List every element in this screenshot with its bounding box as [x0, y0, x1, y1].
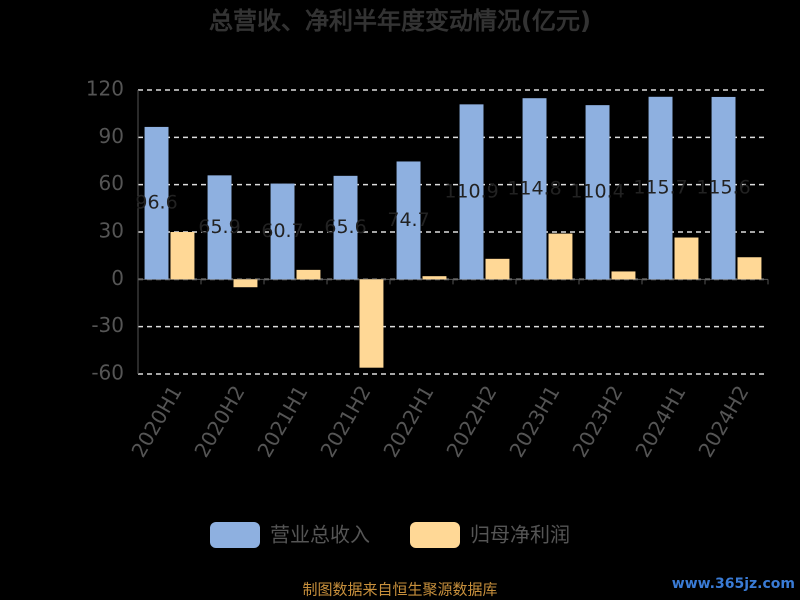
value-label: 96.6: [135, 192, 177, 214]
bar: [333, 175, 358, 280]
bar: [611, 271, 636, 280]
value-label: 110.9: [444, 180, 498, 202]
value-label: 74.7: [387, 209, 429, 231]
value-label: 114.8: [507, 177, 561, 199]
legend-label: 营业总收入: [270, 523, 370, 547]
bar: [485, 258, 510, 280]
bar: [396, 161, 421, 280]
y-tick-label: 30: [99, 219, 124, 243]
value-label: 115.7: [633, 177, 687, 199]
bar: [270, 183, 295, 280]
y-tick-label: 0: [111, 266, 124, 290]
value-label: 110.4: [570, 181, 624, 203]
legend-label: 归母净利润: [470, 523, 570, 547]
bar: [711, 96, 736, 280]
bar: [674, 237, 699, 280]
bar: [648, 96, 673, 280]
bar: [459, 104, 484, 280]
bar: [144, 126, 169, 280]
bar: [422, 276, 447, 280]
bar: [207, 175, 232, 280]
bar: [585, 105, 610, 280]
legend-swatch: [410, 522, 460, 548]
source: 制图数据来自恒生聚源数据库: [302, 581, 497, 599]
value-label: 60.7: [261, 220, 303, 242]
watermark: www.365jz.com: [672, 576, 795, 592]
chart-title: 总营收、净利半年度变动情况(亿元): [209, 7, 591, 35]
value-label: 115.6: [696, 177, 750, 199]
value-label: 65.6: [324, 216, 366, 238]
bar: [170, 232, 195, 280]
y-tick-label: -60: [91, 361, 124, 385]
bar: [233, 279, 258, 288]
bar: [737, 257, 762, 280]
y-tick-label: 60: [99, 171, 124, 195]
legend-swatch: [210, 522, 260, 548]
value-label: 65.9: [198, 216, 240, 238]
bar: [522, 98, 547, 280]
bar: [548, 233, 573, 280]
bar: [359, 279, 384, 368]
y-tick-label: 90: [99, 124, 124, 148]
y-tick-label: -30: [91, 313, 124, 337]
bar: [296, 269, 321, 280]
y-tick-label: 120: [86, 77, 124, 101]
